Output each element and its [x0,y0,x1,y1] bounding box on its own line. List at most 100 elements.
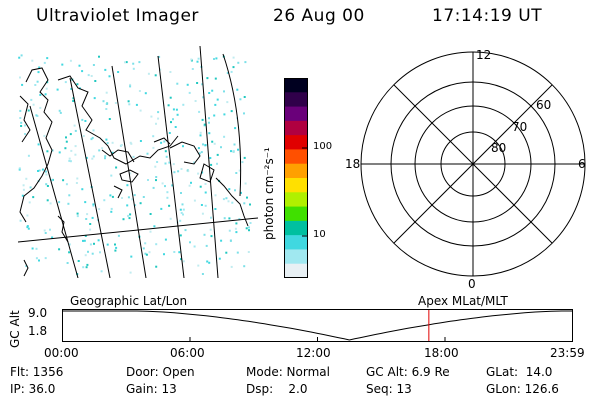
emission-pixel [204,204,207,207]
emission-pixel [114,249,117,252]
emission-pixel [97,239,100,242]
emission-pixel [77,260,80,262]
emission-pixel [37,71,40,74]
emission-pixel [225,197,228,200]
emission-pixel [155,179,157,182]
emission-pixel [31,59,34,62]
time-tick-2359: 23:59 [550,346,585,360]
emission-pixel [228,188,231,191]
colorbar-band [284,249,308,265]
emission-pixel [214,208,217,210]
emission-pixel [196,60,199,63]
emission-pixel [24,133,26,135]
emission-pixel [45,170,47,173]
emission-pixel [44,257,47,260]
emission-pixel [58,151,61,154]
emission-pixel [155,176,158,178]
emission-pixel [69,160,72,163]
emission-pixel [193,161,196,164]
emission-pixel [78,64,81,67]
emission-pixel [89,228,92,231]
emission-pixel [201,83,204,86]
emission-pixel [84,201,87,204]
lat-label-60: 60 [536,98,552,112]
emission-pixel [105,91,108,94]
emission-pixel [58,109,61,112]
emission-pixel [154,165,157,168]
emission-pixel [134,204,137,207]
emission-pixel [111,195,114,198]
emission-pixel [234,189,236,192]
emission-pixel [82,135,85,137]
emission-pixel [126,204,129,207]
emission-pixel [208,117,210,120]
emission-pixel [45,87,48,90]
dsp-value: Dsp: 2.0 [246,382,308,396]
altitude-right-title: Apex MLat/MLT [418,294,508,308]
emission-pixel [36,115,39,117]
colorbar-band [284,78,308,93]
geographic-longitude: GLon: 126.6 [486,382,559,396]
emission-pixel [198,110,201,113]
emission-pixel [44,232,47,234]
emission-pixel [19,219,22,222]
emission-pixel [169,217,172,220]
emission-pixel [91,136,94,139]
emission-pixel [201,118,204,121]
emission-pixel [111,151,114,154]
emission-pixel [131,198,134,201]
emission-pixel [202,143,204,146]
emission-pixel [81,118,84,121]
emission-pixel [82,239,84,242]
emission-pixel [213,58,215,60]
emission-pixel [25,265,28,268]
emission-pixel [91,157,94,160]
emission-pixel [85,218,88,220]
emission-pixel [46,150,49,153]
emission-pixel [81,70,84,73]
mlt-label-18: 18 [345,157,361,171]
emission-pixel [18,167,21,170]
emission-pixel [223,90,225,93]
emission-pixel [46,199,49,202]
emission-pixel [135,103,138,106]
emission-pixel [180,258,183,261]
colorbar-band [284,178,308,193]
emission-pixel [235,172,238,174]
emission-pixel [168,204,171,207]
emission-pixel [110,207,113,210]
emission-pixel [101,147,104,150]
emission-pixel [230,70,233,73]
emission-pixel [209,157,212,159]
emission-pixel [120,144,123,146]
emission-pixel [199,131,202,134]
emission-pixel [65,183,68,186]
emission-pixel [204,144,207,147]
emission-pixel [92,129,95,132]
emission-pixel [74,129,77,132]
emission-pixel [176,113,179,116]
emission-pixel [132,67,135,70]
emission-pixel [164,185,166,188]
emission-pixel [168,161,171,164]
emission-pixel [115,166,118,169]
emission-pixel [86,263,89,266]
emission-pixel [51,179,54,182]
emission-pixel [24,124,26,127]
altitude-y-label: GC Alt [8,310,22,348]
time-tick-1800: 18:00 [424,346,459,360]
colorbar [284,78,308,278]
colorbar-unit-label: photon cm⁻²s⁻¹ [262,147,276,240]
emission-pixel [90,138,93,141]
emission-pixel [84,234,87,237]
emission-pixel [164,162,167,165]
emission-pixel [182,145,184,148]
emission-pixel [64,147,67,150]
emission-pixel [205,244,208,247]
emission-pixel [129,213,132,216]
colorbar-band [284,92,308,108]
emission-pixel [91,252,94,255]
emission-pixel [152,186,155,189]
emission-pixel [188,184,191,187]
emission-pixel [147,72,150,75]
